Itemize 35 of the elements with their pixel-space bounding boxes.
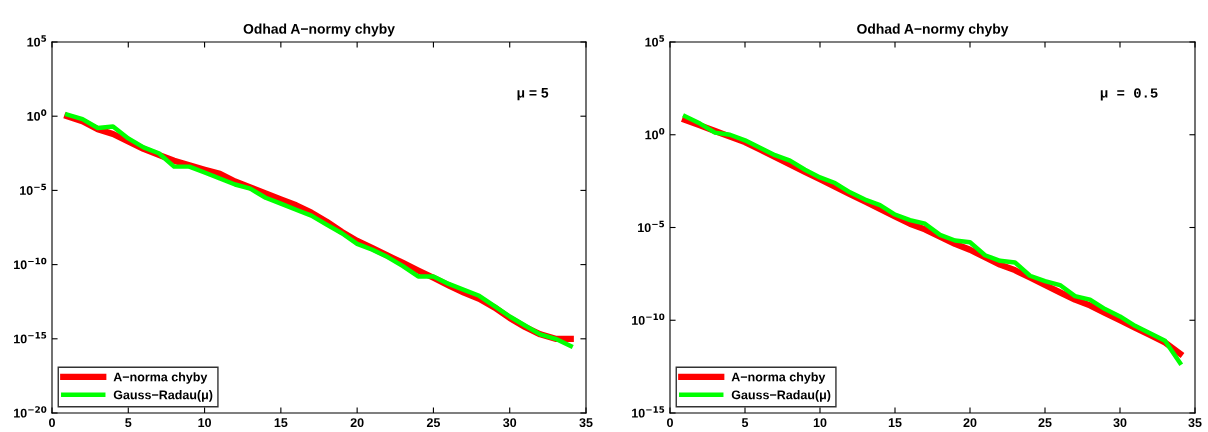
x-tick-label: 25: [1038, 418, 1052, 428]
x-tick-label: 15: [888, 418, 902, 428]
y-tick-label: 10$^{0}$: [645, 127, 665, 140]
y-tick-label: 10$^{−5}$: [638, 220, 665, 233]
x-tick-label: 20: [963, 418, 977, 428]
legend-label: A−norma chyby: [113, 372, 208, 384]
x-tick-label: 5: [125, 418, 132, 428]
x-tick-label: 0: [667, 418, 673, 428]
x-tick-label: 30: [503, 418, 517, 428]
annotation: μ = 0.5: [1100, 88, 1158, 101]
x-tick-label: 35: [1188, 418, 1202, 428]
y-tick-label: 10$^{−10}$: [14, 257, 47, 270]
y-tick-label: 10$^{−5}$: [20, 183, 47, 195]
x-tick-label: 10: [813, 418, 827, 428]
y-tick-label: 10$^{0}$: [27, 109, 47, 121]
y-tick-label: 10$^{−10}$: [632, 313, 665, 325]
x-tick-label: 25: [426, 418, 441, 428]
legend-label: Gauss−Radau(μ): [113, 390, 213, 402]
x-tick-label: 15: [274, 418, 288, 428]
x-tick-label: 10: [198, 418, 212, 428]
x-tick-label: 5: [741, 418, 749, 428]
x-tick-label: 35: [579, 418, 593, 428]
y-tick-label: 10$^{−15}$: [632, 406, 665, 418]
legend-label: Gauss−Radau(μ): [731, 390, 831, 402]
legend-label: A−norma chyby: [731, 372, 826, 384]
annotation: μ = 5: [517, 87, 549, 101]
x-tick-label: 30: [1113, 418, 1127, 428]
x-tick-label: 0: [49, 418, 55, 428]
y-tick-label: 10$^{5}$: [27, 35, 47, 47]
y-tick-label: 10$^{−15}$: [14, 332, 47, 344]
x-tick-label: 20: [350, 418, 364, 428]
chart-title: Odhad A−normy chyby: [243, 23, 395, 37]
y-tick-label: 10$^{5}$: [645, 35, 665, 47]
chart-title: Odhad A−normy chyby: [857, 23, 1009, 37]
y-tick-label: 10$^{−20}$: [14, 406, 47, 418]
